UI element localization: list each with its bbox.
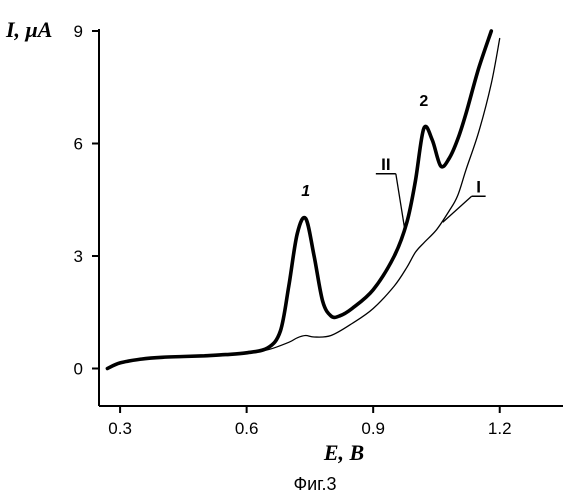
y-tick-label: 6 (74, 135, 83, 154)
chart-annotations: 12III (301, 93, 485, 230)
series-line-i (107, 39, 499, 369)
y-axis-title: I, μA (5, 17, 52, 42)
y-tick-label: 0 (74, 360, 83, 379)
y-tick-label: 3 (74, 247, 83, 266)
peak-label-2: 2 (419, 93, 428, 110)
x-tick-label: 0.6 (235, 419, 259, 438)
peak-label-1: 1 (301, 183, 310, 200)
curve-label-i: I (476, 177, 481, 196)
chart-ticks: 0.3 0.6 0.9 1.2 0 3 6 9 (74, 22, 512, 438)
x-tick-label: 0.9 (361, 419, 385, 438)
x-tick-label: 0.3 (108, 419, 132, 438)
leader-line-i (443, 196, 472, 222)
leader-line-ii (396, 174, 405, 230)
x-axis-title: E, B (323, 440, 364, 465)
y-tick-label: 9 (74, 22, 83, 41)
x-tick-label: 1.2 (488, 419, 512, 438)
chart-axes (99, 29, 563, 406)
figure-caption: Фиг.3 (293, 474, 336, 494)
curve-label-ii: II (381, 155, 390, 174)
series-line-ii (107, 31, 491, 369)
